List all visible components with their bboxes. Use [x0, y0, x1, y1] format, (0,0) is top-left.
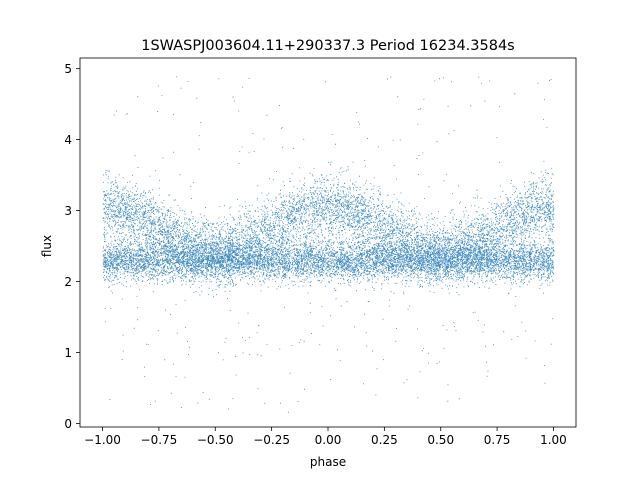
- x-tick-label: −0.25: [253, 433, 290, 447]
- x-tick-label: −0.50: [197, 433, 234, 447]
- y-tick-label: 5: [64, 62, 72, 76]
- y-tick-label: 0: [64, 417, 72, 431]
- x-tick-label: −0.75: [141, 433, 178, 447]
- x-tick-label: −1.00: [84, 433, 121, 447]
- scatter-points: [102, 76, 555, 413]
- chart-title: 1SWASPJ003604.11+290337.3 Period 16234.3…: [141, 38, 515, 54]
- x-tick-label: 0.25: [371, 433, 398, 447]
- axes: −1.00 −0.75 −0.50 −0.25 0.00 0.25 0.50 0.75 1.00…: [64, 57, 577, 447]
- scatter-point-cloud: [102, 76, 555, 413]
- x-axis-label: phase: [310, 455, 346, 469]
- y-tick-label: 4: [64, 133, 72, 147]
- x-tick-label: 0.00: [315, 433, 342, 447]
- y-tick-label: 2: [64, 275, 72, 289]
- y-tick-label: 3: [64, 204, 72, 218]
- y-axis-label: flux: [40, 235, 54, 257]
- x-tick-label: 1.00: [540, 433, 567, 447]
- y-tick-label: 1: [64, 346, 72, 360]
- x-tick-label: 0.75: [484, 433, 511, 447]
- x-tick-label: 0.50: [427, 433, 454, 447]
